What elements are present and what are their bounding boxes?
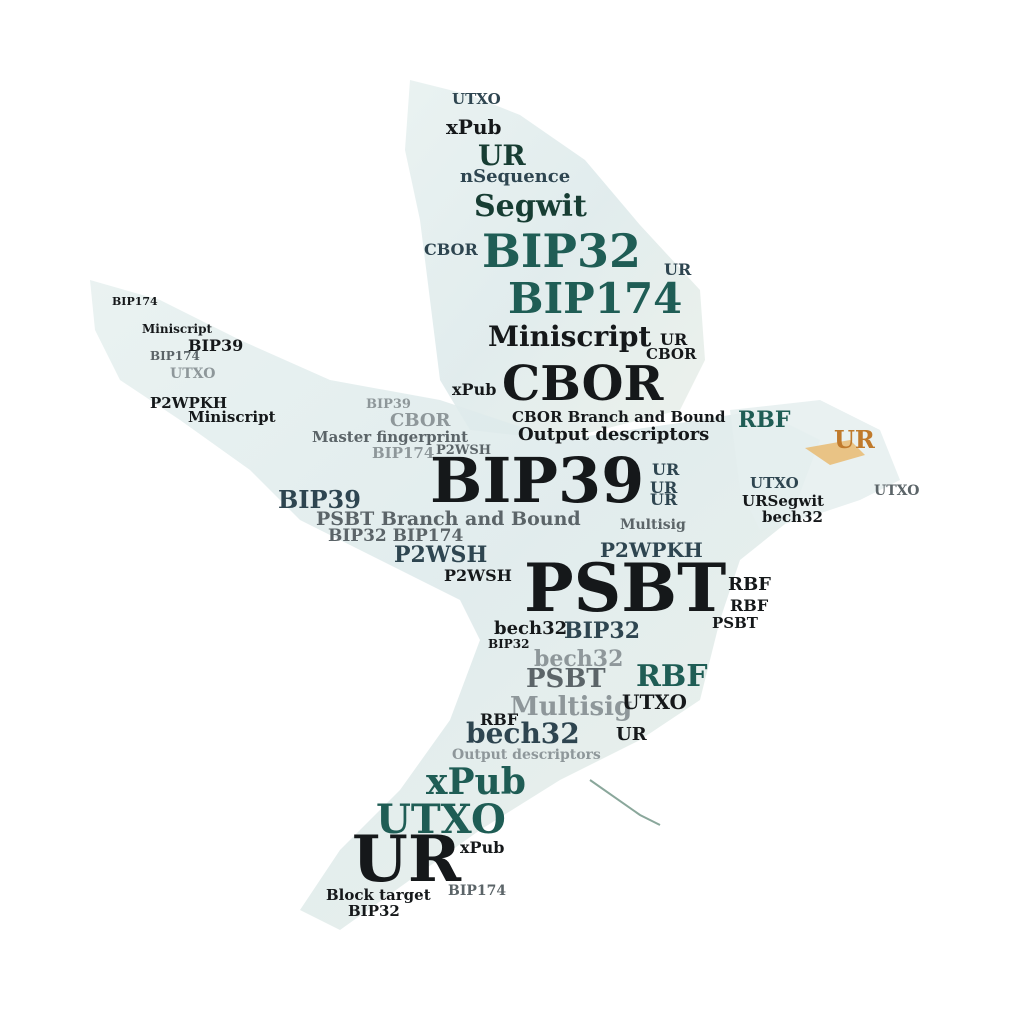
word-bech32: bech32: [466, 717, 580, 750]
word-xpub: xPub: [426, 761, 526, 803]
word-segwit: Segwit: [474, 189, 587, 224]
word-xpub: xPub: [452, 380, 497, 399]
word-bip174: BIP174: [448, 883, 507, 899]
word-block-target: Block target: [326, 886, 431, 904]
word-rbf: RBF: [636, 659, 708, 694]
word-p2wsh: P2WSH: [444, 566, 512, 585]
word-bip174: BIP174: [508, 274, 683, 323]
word-cbor: CBOR: [390, 410, 451, 431]
word-ursegwit: URSegwit: [742, 492, 824, 510]
word-cbor: CBOR: [424, 240, 478, 259]
word-output-descriptors: Output descriptors: [518, 424, 710, 445]
word-ur: UR: [352, 822, 461, 897]
word-bech32: bech32: [494, 618, 568, 639]
word-miniscript: Miniscript: [488, 320, 652, 353]
word-ur: UR: [650, 478, 678, 497]
word-utxo: UTXO: [170, 366, 216, 382]
word-bip32: BIP32: [482, 224, 642, 278]
word-xpub: xPub: [460, 838, 505, 857]
word-bech32: bech32: [762, 508, 823, 526]
word-utxo: UTXO: [622, 690, 687, 714]
word-master-fingerprint: Master fingerprint: [312, 428, 469, 446]
word-rbf: RBF: [728, 574, 771, 595]
word-bip32: BIP32: [564, 618, 641, 644]
word-psbt: PSBT: [526, 664, 606, 694]
word-psbt-branch-and-bound: PSBT Branch and Bound: [316, 508, 581, 530]
word-bip174: BIP174: [150, 349, 200, 363]
word-nsequence: nSequence: [460, 166, 571, 187]
word-multisig: Multisig: [620, 517, 686, 533]
word-ur: UR: [478, 139, 526, 172]
word-output-descriptors: Output descriptors: [452, 747, 601, 763]
word-utxo: UTXO: [874, 483, 920, 499]
word-bip39: BIP39: [430, 444, 645, 517]
word-miniscript: Miniscript: [142, 322, 213, 336]
word-miniscript: Miniscript: [188, 408, 276, 426]
word-ur: UR: [650, 490, 678, 509]
word-rbf: RBF: [738, 407, 791, 433]
word-cbor: CBOR: [502, 356, 664, 412]
word-bech32: bech32: [534, 646, 624, 672]
word-ur: UR: [616, 724, 647, 745]
word-p2wsh: P2WSH: [394, 542, 488, 568]
word-p2wpkh: P2WPKH: [150, 394, 228, 412]
word-bip39: BIP39: [366, 397, 411, 412]
word-utxo: UTXO: [452, 90, 501, 108]
word-utxo: UTXO: [750, 474, 799, 492]
word-cbor-branch-and-bound: CBOR Branch and Bound: [512, 408, 726, 426]
word-multisig: Multisig: [510, 692, 633, 722]
word-bip32-bip174: BIP32 BIP174: [328, 526, 464, 546]
word-psbt: PSBT: [712, 614, 758, 632]
word-utxo: UTXO: [376, 796, 506, 843]
word-p2wpkh: P2WPKH: [600, 538, 703, 562]
word-ur: UR: [834, 425, 875, 454]
word-bip32: BIP32: [488, 637, 530, 651]
word-rbf: RBF: [730, 596, 769, 615]
word-bip32: BIP32: [348, 902, 400, 920]
word-bip39: BIP39: [278, 485, 361, 514]
word-bip174: BIP174: [372, 444, 435, 462]
word-ur: UR: [660, 330, 688, 349]
word-ur: UR: [664, 260, 692, 279]
word-rbf: RBF: [480, 710, 519, 729]
word-bip174: BIP174: [112, 295, 158, 308]
word-xpub: xPub: [446, 115, 502, 139]
word-bip39: BIP39: [188, 336, 244, 355]
word-ur: UR: [652, 460, 680, 479]
word-cbor: CBOR: [646, 345, 697, 363]
word-p2wsh: P2WSH: [436, 443, 492, 458]
word-psbt: PSBT: [524, 549, 727, 627]
